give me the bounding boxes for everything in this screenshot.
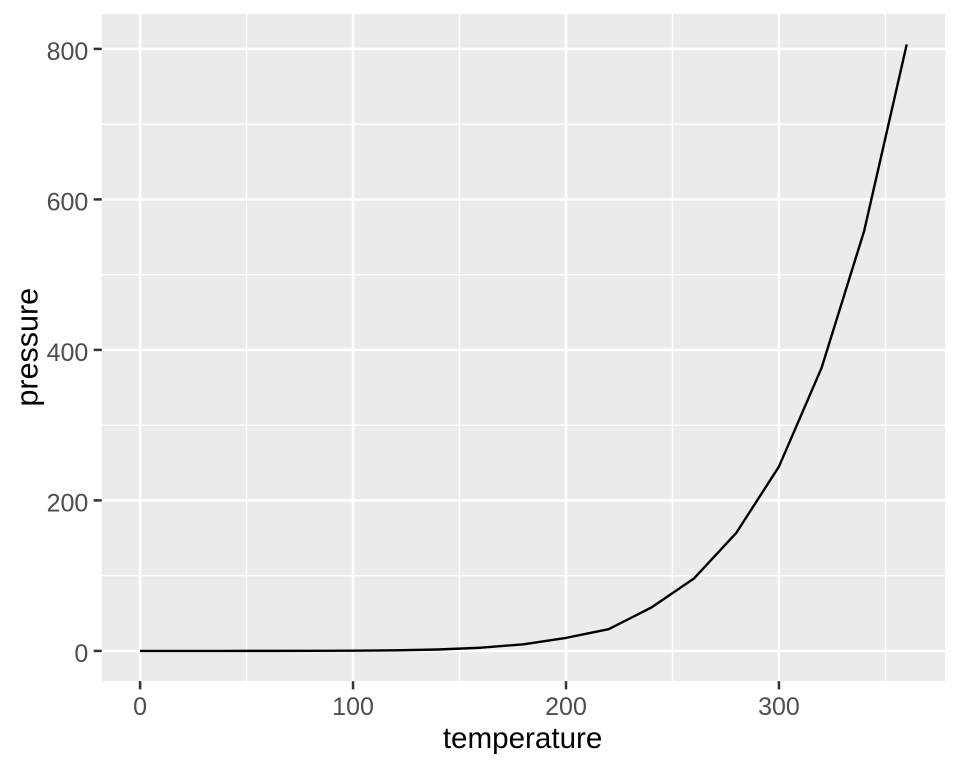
svg-text:0: 0 — [133, 693, 147, 721]
svg-text:200: 200 — [47, 489, 89, 517]
svg-text:400: 400 — [47, 339, 89, 367]
svg-text:200: 200 — [545, 693, 587, 721]
svg-text:800: 800 — [47, 38, 89, 66]
svg-text:300: 300 — [758, 693, 800, 721]
svg-text:pressure: pressure — [11, 288, 45, 407]
svg-text:100: 100 — [332, 693, 374, 721]
svg-text:600: 600 — [47, 188, 89, 216]
svg-text:temperature: temperature — [443, 722, 603, 755]
svg-text:0: 0 — [74, 640, 88, 668]
